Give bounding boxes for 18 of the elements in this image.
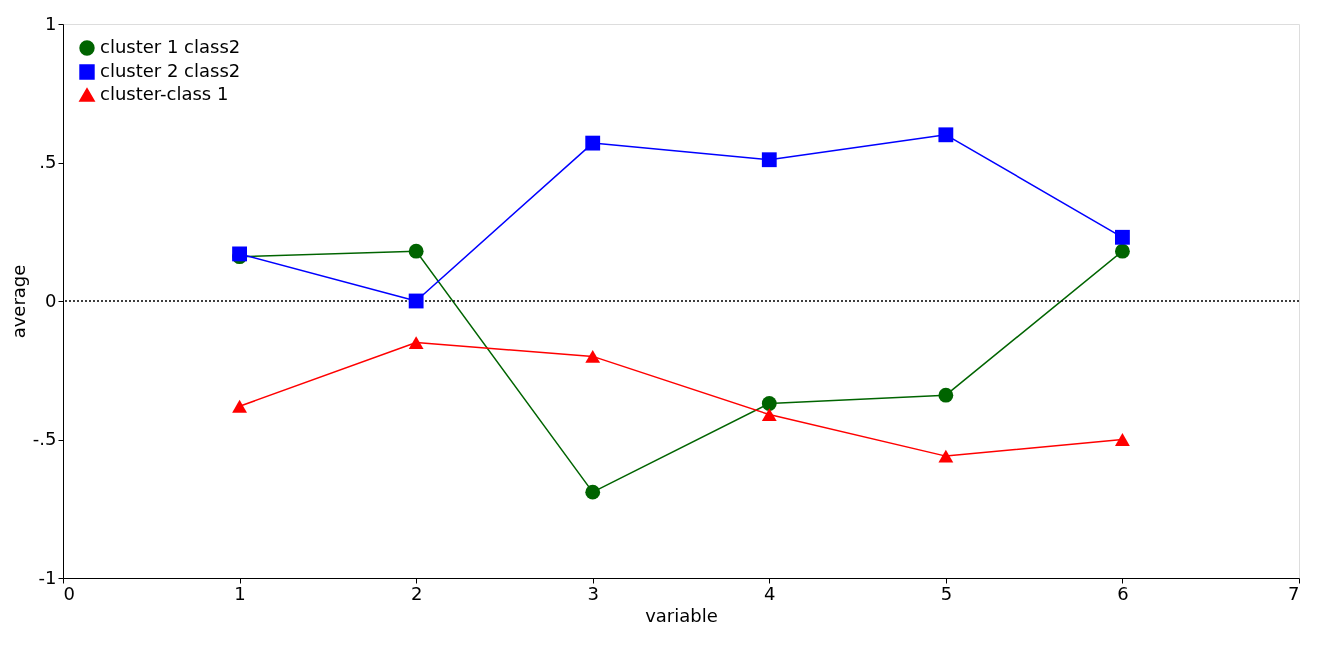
legend-label: cluster 2 class2 bbox=[100, 60, 241, 81]
x-tick-label: 7 bbox=[1288, 582, 1300, 604]
y-tick-label: 1 bbox=[45, 12, 57, 34]
x-tick-label: 4 bbox=[764, 582, 776, 604]
legend-label: cluster 1 class2 bbox=[100, 36, 241, 57]
x-axis-title: variable bbox=[645, 604, 718, 626]
y-tick-label: 0 bbox=[45, 289, 57, 311]
y-axis-title: average bbox=[7, 264, 29, 339]
x-tick-label: 1 bbox=[234, 582, 246, 604]
x-tick-label: 6 bbox=[1117, 582, 1129, 604]
x-tick-label: 2 bbox=[410, 582, 423, 604]
y-tick-label: -1 bbox=[38, 566, 57, 588]
x-tick-label: 5 bbox=[940, 582, 953, 604]
x-tick-label: 3 bbox=[587, 582, 599, 604]
x-tick-label: 0 bbox=[63, 582, 75, 604]
y-tick-label: .5 bbox=[39, 151, 57, 172]
legend-label: cluster-class 1 bbox=[100, 83, 229, 104]
y-tick-label: -.5 bbox=[32, 428, 57, 449]
